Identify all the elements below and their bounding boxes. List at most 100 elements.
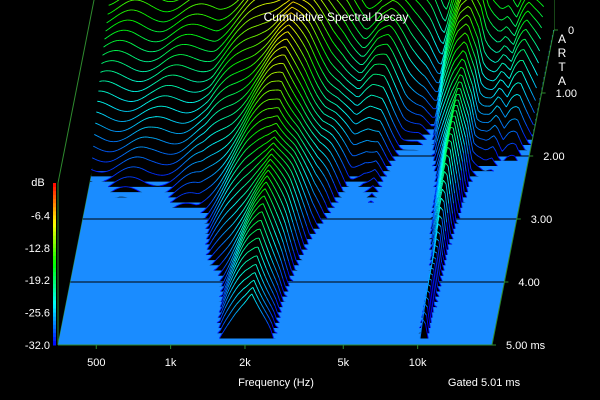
slice-segment — [522, 101, 526, 109]
slice-segment — [196, 3, 199, 6]
slice-segment — [325, 138, 330, 142]
slice-segment — [178, 150, 182, 153]
slice-segment — [334, 119, 338, 123]
slice-segment — [314, 128, 319, 132]
slice-segment — [317, 131, 322, 136]
slice-segment — [379, 0, 383, 3]
slice-segment — [179, 34, 183, 37]
slice-segment — [247, 88, 251, 93]
slice-segment — [292, 38, 297, 44]
slice-segment — [515, 30, 520, 38]
slice-segment — [444, 45, 448, 59]
slice-segment — [228, 5, 232, 8]
slice-segment — [136, 137, 140, 140]
slice-segment — [468, 52, 473, 61]
slice-segment — [299, 120, 303, 126]
slice-segment — [440, 54, 445, 65]
slice-segment — [262, 3, 266, 6]
slice-segment — [350, 109, 355, 114]
slice-segment — [333, 183, 338, 190]
slice-segment — [332, 134, 336, 140]
slice-segment — [106, 91, 110, 94]
slice-segment — [127, 127, 131, 130]
slice-segment — [489, 127, 493, 131]
slice-segment — [112, 31, 116, 35]
slice-segment — [434, 0, 438, 5]
slice-segment — [188, 128, 193, 131]
slice-segment — [163, 141, 167, 143]
slice-segment — [293, 30, 298, 35]
slice-segment — [491, 135, 495, 138]
slice-segment — [278, 25, 283, 29]
slice-segment — [309, 68, 313, 75]
slice-segment — [117, 186, 121, 189]
slice-segment — [341, 30, 346, 35]
slice-segment — [305, 123, 310, 128]
slice-segment — [480, 157, 485, 161]
slice-segment — [478, 155, 482, 159]
slice-segment — [321, 102, 326, 107]
slice-segment — [106, 60, 110, 62]
slice-segment — [359, 85, 363, 89]
slice-segment — [377, 36, 381, 40]
slice-segment — [368, 7, 372, 10]
slice-segment — [265, 50, 270, 56]
slice-segment — [107, 140, 111, 142]
slice-segment — [507, 38, 512, 43]
slice-segment — [244, 91, 249, 96]
slice-segment — [324, 51, 328, 58]
slice-segment — [180, 76, 184, 79]
slice-segment — [227, 66, 231, 70]
slice-segment — [161, 128, 165, 131]
slice-segment — [466, 14, 471, 18]
slice-segment — [421, 73, 425, 77]
slice-segment — [271, 29, 276, 33]
slice-segment — [236, 131, 241, 138]
slice-segment — [125, 143, 129, 147]
slice-segment — [242, 94, 246, 99]
slice-segment — [338, 133, 343, 139]
slice-segment — [438, 83, 443, 98]
slice-segment — [143, 181, 147, 184]
slice-segment — [102, 138, 106, 141]
slice-segment — [101, 149, 105, 152]
slice-segment — [205, 93, 209, 97]
slice-segment — [327, 148, 331, 153]
slice-segment — [198, 35, 202, 38]
slice-segment — [102, 53, 106, 56]
slice-segment — [259, 88, 264, 93]
slice-segment — [451, 26, 455, 36]
slice-segment — [369, 185, 374, 189]
slice-segment — [94, 158, 98, 161]
slice-segment — [108, 160, 112, 163]
slice-segment — [107, 12, 111, 15]
slice-segment — [396, 152, 400, 156]
slice-segment — [402, 45, 407, 52]
slice-segment — [479, 17, 484, 30]
slice-segment — [316, 34, 320, 41]
slice-segment — [284, 38, 287, 41]
slice-segment — [460, 88, 464, 99]
slice-segment — [330, 152, 334, 158]
slice-segment — [320, 110, 325, 114]
slice-segment — [207, 185, 212, 189]
slice-segment — [255, 99, 260, 104]
slice-segment — [144, 49, 148, 52]
slice-segment — [320, 134, 324, 137]
slice-segment — [527, 113, 532, 120]
slice-segment — [434, 129, 439, 143]
slice-segment — [174, 182, 178, 186]
slice-segment — [371, 117, 375, 120]
slice-segment — [159, 55, 163, 59]
decay-slices — [59, 0, 554, 339]
slice-segment — [361, 69, 365, 73]
slice-segment — [305, 103, 309, 110]
slice-segment — [108, 129, 112, 131]
slice-segment — [185, 89, 189, 92]
slice-segment — [142, 88, 146, 91]
slice-segment — [322, 120, 326, 123]
slice-segment — [501, 147, 506, 152]
slice-segment — [459, 147, 463, 162]
slice-segment — [184, 101, 187, 103]
slice-segment — [481, 147, 486, 151]
